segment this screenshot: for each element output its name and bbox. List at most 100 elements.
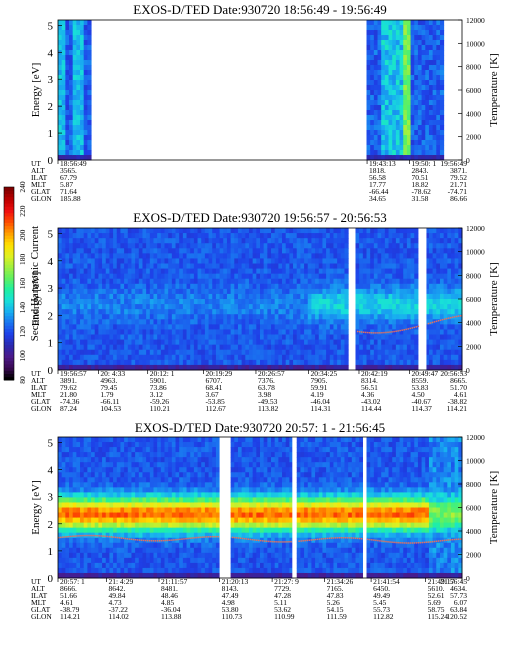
spectrogram-cell bbox=[447, 268, 452, 275]
spectrogram-cell bbox=[175, 299, 180, 305]
spectrogram-cell bbox=[76, 354, 81, 361]
spectrogram-cell bbox=[109, 248, 114, 254]
spectrogram-cell bbox=[248, 238, 254, 244]
spectrogram-cell bbox=[370, 140, 375, 146]
spectrogram-cell bbox=[80, 40, 85, 46]
spectrogram-cell bbox=[399, 283, 404, 290]
spectrogram-cell bbox=[395, 319, 401, 325]
spectrogram-cell bbox=[410, 233, 415, 239]
spectrogram-cell bbox=[263, 304, 268, 310]
spectrogram-cell bbox=[344, 309, 349, 315]
spectrogram-cell bbox=[392, 238, 397, 244]
spectrogram-cell bbox=[296, 344, 301, 351]
spectrogram-cell bbox=[102, 487, 107, 493]
spectrogram-cell bbox=[208, 319, 213, 325]
spectrogram-cell bbox=[102, 324, 107, 330]
spectrogram-cell bbox=[69, 354, 74, 361]
spectrogram-cell bbox=[87, 45, 92, 51]
spectrogram-cell bbox=[304, 268, 309, 275]
spectrogram-cell bbox=[458, 258, 463, 264]
spectrogram-cell bbox=[395, 258, 401, 264]
spectrogram-cell bbox=[395, 110, 401, 116]
spectrogram-cell bbox=[436, 324, 441, 330]
orbit-value: 67.79 bbox=[60, 173, 77, 182]
spectrogram-cell bbox=[443, 248, 448, 254]
spectrogram-cell bbox=[65, 233, 70, 239]
spectrogram-cell bbox=[186, 344, 191, 351]
spectrogram-cell bbox=[428, 228, 434, 234]
spectrogram-cell bbox=[65, 462, 70, 468]
spectrogram-cell bbox=[168, 437, 173, 443]
spectrogram-cell bbox=[80, 155, 85, 161]
spectrogram-cell bbox=[153, 248, 158, 254]
spectrogram-cell bbox=[138, 542, 143, 549]
spectrogram-cell bbox=[447, 344, 452, 351]
spectrogram-cell bbox=[116, 339, 121, 346]
spectrogram-cell bbox=[105, 517, 110, 524]
spectrogram-cell bbox=[296, 309, 301, 315]
spectrogram-cell bbox=[193, 309, 199, 315]
spectrogram-cell bbox=[72, 567, 77, 574]
spectrogram-cell bbox=[278, 309, 283, 315]
spectrogram-cell bbox=[436, 273, 441, 280]
spectrogram-cell bbox=[322, 344, 327, 351]
spectrogram-cell bbox=[406, 135, 412, 141]
spectrogram-cell bbox=[406, 334, 412, 341]
spectrogram-cell bbox=[171, 527, 177, 534]
spectrogram-cell bbox=[414, 349, 419, 356]
spectrogram-cell bbox=[337, 299, 342, 305]
orbit-row-label: GLON bbox=[31, 194, 52, 203]
spectrogram-cell bbox=[436, 35, 441, 41]
spectrogram-cell bbox=[260, 288, 265, 295]
spectrogram-cell bbox=[278, 268, 283, 275]
spectrogram-cell bbox=[359, 359, 364, 366]
spectrogram-cell bbox=[241, 304, 246, 310]
spectrogram-cell bbox=[406, 314, 412, 320]
spectrogram-cell bbox=[61, 30, 66, 36]
spectrogram-cell bbox=[395, 283, 401, 290]
spectrogram-cell bbox=[447, 243, 452, 249]
spectrogram-cell bbox=[223, 228, 228, 234]
spectrogram-cell bbox=[179, 329, 184, 335]
spectrogram-cell bbox=[447, 293, 452, 300]
spectrogram-cell bbox=[395, 304, 401, 310]
spectrogram-cell bbox=[212, 319, 217, 325]
spectrogram-cell bbox=[109, 283, 114, 290]
spectrogram-cell bbox=[373, 90, 379, 96]
temperature-point bbox=[381, 331, 383, 334]
spectrogram-cell bbox=[72, 150, 77, 156]
spectrogram-cell bbox=[76, 437, 81, 443]
spectrogram-cell bbox=[149, 339, 154, 346]
spectrogram-cell bbox=[267, 339, 272, 346]
spectrogram-cell bbox=[436, 80, 441, 86]
spectrogram-cell bbox=[392, 258, 397, 264]
spectrogram-cell bbox=[395, 273, 401, 280]
spectrogram-cell bbox=[355, 359, 360, 366]
spectrogram-cell bbox=[146, 467, 151, 473]
spectrogram-cell bbox=[293, 344, 298, 351]
spectrogram-cell bbox=[428, 115, 434, 121]
colorbar-swatch bbox=[4, 241, 14, 246]
spectrogram-cell bbox=[109, 329, 114, 335]
spectrogram-cell bbox=[116, 482, 121, 488]
spectrogram-cell bbox=[406, 243, 412, 249]
y2-tick-label: 10000 bbox=[466, 248, 485, 257]
spectrogram-cell bbox=[212, 309, 217, 315]
spectrogram-cell bbox=[395, 70, 401, 76]
spectrogram-cell bbox=[395, 125, 401, 131]
spectrogram-cell bbox=[160, 517, 166, 524]
spectrogram-cell bbox=[69, 70, 74, 76]
spectrogram-cell bbox=[381, 155, 386, 161]
spectrogram-cell bbox=[384, 283, 390, 290]
spectrogram-cell bbox=[304, 304, 309, 310]
spectrogram-cell bbox=[83, 339, 88, 346]
spectrogram-cell bbox=[234, 273, 239, 280]
spectrogram-cell bbox=[392, 359, 397, 366]
spectrogram-cell bbox=[153, 532, 158, 539]
spectrogram-cell bbox=[120, 482, 125, 488]
spectrogram-cell bbox=[171, 447, 177, 453]
spectrogram-cell bbox=[355, 344, 360, 351]
spectrogram-cell bbox=[61, 537, 66, 544]
spectrogram-cell bbox=[164, 512, 169, 519]
spectrogram-cell bbox=[403, 145, 408, 151]
